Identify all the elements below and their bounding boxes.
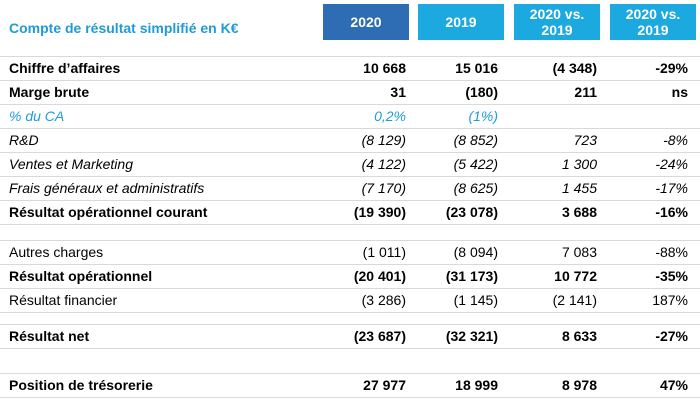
row-divider — [0, 176, 700, 177]
cell-value: (180) — [465, 84, 498, 100]
table-row: Marge brute 31 (180) 211 ns — [0, 81, 700, 104]
cell-value: (4 122) — [361, 156, 406, 172]
row-divider — [0, 56, 700, 57]
cell-value: ns — [671, 84, 688, 100]
cell-value: 27 977 — [363, 377, 406, 393]
cell-value: (8 625) — [453, 180, 498, 196]
cell-value: -35% — [655, 268, 688, 284]
cell-value: -24% — [655, 156, 688, 172]
cell-value: 10 668 — [363, 60, 406, 76]
cell-value: 31 — [390, 84, 406, 100]
row-divider — [0, 152, 700, 153]
cell-value: (20 401) — [353, 268, 406, 284]
table-row: Autres charges (1 011) (8 094) 7 083 -88% — [0, 241, 700, 264]
cell-value: (8 129) — [361, 132, 406, 148]
row-divider — [0, 224, 700, 225]
row-divider — [0, 288, 700, 289]
cell-value: 47% — [659, 377, 688, 393]
row-divider — [0, 240, 700, 241]
table-row: Résultat opérationnel (20 401) (31 173) 10 … — [0, 265, 700, 288]
row-divider — [0, 312, 700, 313]
cell-value: 3 688 — [561, 204, 597, 220]
cell-value: (8 094) — [453, 244, 498, 260]
cell-value: 211 — [574, 84, 597, 100]
cell-value: (19 390) — [353, 204, 406, 220]
cell-value: -29% — [655, 60, 688, 76]
cell-value: (5 422) — [453, 156, 498, 172]
row-divider — [0, 80, 700, 81]
cell-value: 7 083 — [561, 244, 597, 260]
table-row: Ventes et Marketing (4 122) (5 422) 1 300 -2… — [0, 153, 700, 176]
row-label: Marge brute — [9, 84, 90, 100]
cell-value: 18 999 — [455, 377, 498, 393]
cell-value: -8% — [663, 132, 688, 148]
cell-value: -27% — [655, 328, 688, 344]
row-divider — [0, 104, 700, 105]
cell-value: (1 145) — [453, 292, 498, 308]
cell-value: 723 — [573, 132, 597, 148]
row-label: Résultat opérationnel courant — [9, 204, 208, 220]
cell-value: 15 016 — [455, 60, 498, 76]
column-header-2020: 2020 — [323, 4, 409, 40]
cell-value: (1 011) — [362, 244, 406, 260]
table-row: % du CA 0,2% (1%) — [0, 105, 700, 128]
cell-value: (31 173) — [445, 268, 498, 284]
row-label: Chiffre d’affaires — [9, 60, 121, 76]
row-label: Résultat net — [9, 328, 90, 344]
table-header: Compte de résultat simplifié en K€ 2020 … — [0, 0, 700, 42]
cell-value: 8 633 — [561, 328, 597, 344]
row-label: R&D — [9, 132, 39, 148]
cell-value: (2 141) — [552, 292, 597, 308]
cell-value: (4 348) — [552, 60, 597, 76]
row-label: Ventes et Marketing — [9, 156, 133, 172]
row-label: % du CA — [9, 108, 65, 124]
row-label: Position de trésorerie — [9, 377, 153, 393]
table-row: Résultat opérationnel courant (19 390) (23… — [0, 201, 700, 224]
row-divider — [0, 264, 700, 265]
row-label: Résultat opérationnel — [9, 268, 153, 284]
table-row: Résultat financier (3 286) (1 145) (2 141) 1… — [0, 289, 700, 312]
cell-value: (3 286) — [361, 292, 406, 308]
table-row: Position de trésorerie 27 977 18 999 8 978 4… — [0, 374, 700, 397]
cell-value: (23 078) — [445, 204, 498, 220]
cell-value: (1%) — [468, 108, 498, 124]
cell-value: -17% — [655, 180, 688, 196]
cell-value: 8 978 — [561, 377, 597, 393]
row-divider — [0, 373, 700, 374]
table-title: Compte de résultat simplifié en K€ — [9, 20, 239, 36]
row-label: Autres charges — [9, 244, 104, 260]
column-header-variation-percent: 2020 vs. 2019 — [610, 4, 696, 40]
row-divider — [0, 324, 700, 325]
cell-value: 1 300 — [561, 156, 597, 172]
row-label: Frais généraux et administratifs — [9, 180, 205, 196]
cell-value: -16% — [655, 204, 688, 220]
row-divider — [0, 348, 700, 349]
cell-value: -88% — [655, 244, 688, 260]
cell-value: (7 170) — [361, 180, 406, 196]
table-row: Chiffre d’affaires 10 668 15 016 (4 348) -29… — [0, 57, 700, 80]
table-row: Résultat net (23 687) (32 321) 8 633 -27% — [0, 325, 700, 348]
table-row: Frais généraux et administratifs (7 170) (… — [0, 177, 700, 200]
row-divider — [0, 397, 700, 398]
row-label: Résultat financier — [9, 292, 118, 308]
cell-value: (8 852) — [453, 132, 498, 148]
column-header-variation-value: 2020 vs. 2019 — [514, 4, 600, 40]
table-row: R&D (8 129) (8 852) 723 -8% — [0, 129, 700, 152]
cell-value: (32 321) — [445, 328, 498, 344]
cell-value: 10 772 — [554, 268, 597, 284]
row-divider — [0, 200, 700, 201]
cell-value: 0,2% — [374, 108, 406, 124]
column-header-2019: 2019 — [418, 4, 504, 40]
cell-value: (23 687) — [353, 328, 406, 344]
cell-value: 1 455 — [561, 180, 597, 196]
row-divider — [0, 128, 700, 129]
cell-value: 187% — [652, 292, 688, 308]
